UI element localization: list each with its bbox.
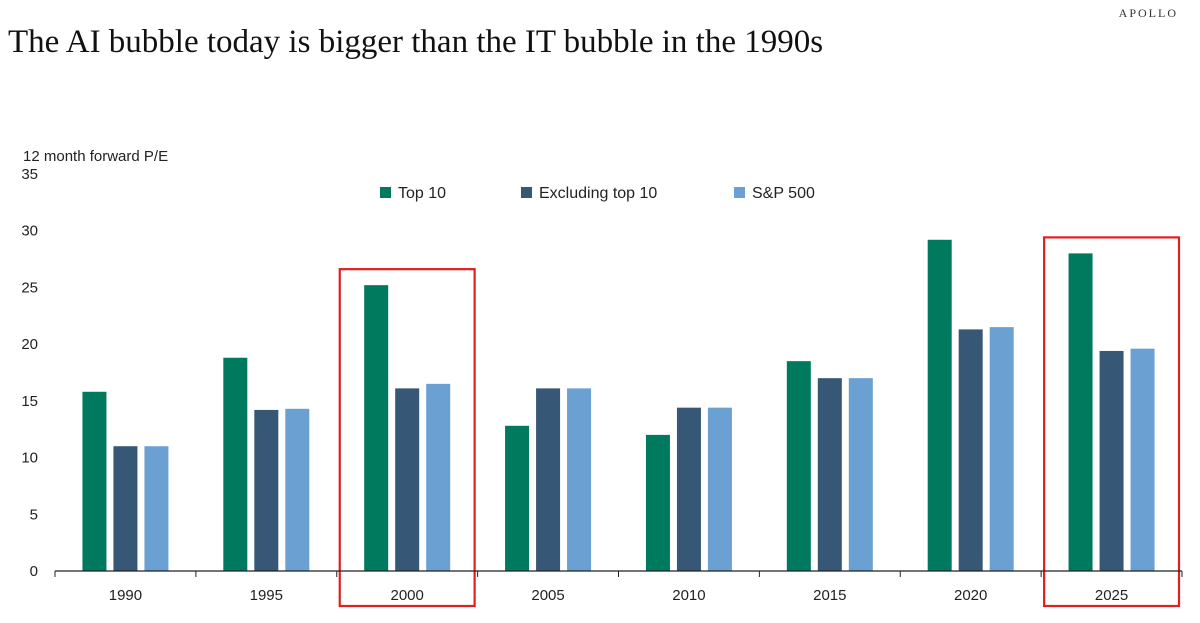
highlight-box-2025: [1043, 236, 1181, 608]
bar-excluding-top-10-2015: [817, 378, 842, 571]
bar-s-p-500-2000: [426, 383, 451, 571]
legend-swatch: [380, 187, 391, 198]
x-tick-label: 1995: [250, 587, 283, 604]
legend: Top 10 Excluding top 10 S&P 500: [380, 185, 815, 202]
bar-excluding-top-10-1995: [254, 409, 279, 571]
y-tick-label: 25: [21, 279, 38, 296]
bar-top-10-2020: [927, 239, 952, 571]
bar-s-p-500-2025: [1130, 348, 1155, 571]
legend-label: Excluding top 10: [539, 185, 657, 202]
bar-top-10-1990: [82, 391, 107, 571]
legend-swatch: [521, 187, 532, 198]
y-tick-label: 5: [30, 506, 38, 523]
bar-s-p-500-2010: [707, 407, 732, 571]
brand-logo-text: APOLLO: [1118, 6, 1178, 20]
y-tick-label: 30: [21, 223, 38, 240]
bar-s-p-500-2020: [989, 327, 1014, 571]
bar-top-10-1995: [223, 357, 248, 571]
x-tick-label: 1990: [109, 587, 142, 604]
y-tick-label: 20: [21, 336, 38, 353]
y-tick-label: 10: [21, 450, 38, 467]
y-axis-label: 12 month forward P/E: [23, 148, 168, 165]
bar-excluding-top-10-2005: [536, 388, 561, 571]
x-tick-label: 2025: [1095, 587, 1128, 604]
bar-s-p-500-2015: [848, 378, 873, 571]
legend-swatch: [734, 187, 745, 198]
y-tick-label: 15: [21, 393, 38, 410]
y-tick-label: 0: [30, 563, 38, 580]
highlight-box-2000: [338, 268, 476, 608]
bar-s-p-500-1995: [285, 408, 310, 571]
bar-top-10-2015: [786, 361, 811, 571]
bar-top-10-2005: [505, 425, 530, 571]
x-tick-label: 2020: [954, 587, 987, 604]
page-title: The AI bubble today is bigger than the I…: [8, 24, 824, 60]
bar-excluding-top-10-2020: [958, 329, 983, 571]
x-tick-label: 2000: [391, 587, 424, 604]
y-tick-label: 35: [21, 166, 38, 183]
legend-label: Top 10: [398, 185, 446, 202]
x-tick-label: 2010: [672, 587, 705, 604]
bar-s-p-500-2005: [567, 388, 592, 571]
bar-top-10-2025: [1068, 253, 1093, 571]
x-tick-label: 2005: [531, 587, 564, 604]
bar-excluding-top-10-2025: [1099, 350, 1124, 571]
bar-s-p-500-1990: [144, 446, 169, 571]
highlight-boxes: [338, 236, 1181, 608]
x-tick-label: 2015: [813, 587, 846, 604]
bars: [82, 239, 1155, 571]
bar-top-10-2000: [364, 285, 389, 571]
bar-excluding-top-10-1990: [113, 446, 138, 571]
bar-excluding-top-10-2010: [676, 407, 701, 571]
y-axis-ticks: 0 5 10 15 20 25 30 35: [21, 166, 38, 580]
x-axis: 1990 1995 2000 2005 2010 2015 2020 2025: [54, 570, 1183, 604]
bar-excluding-top-10-2000: [395, 388, 420, 571]
legend-label: S&P 500: [752, 185, 815, 202]
bar-top-10-2010: [645, 434, 670, 571]
